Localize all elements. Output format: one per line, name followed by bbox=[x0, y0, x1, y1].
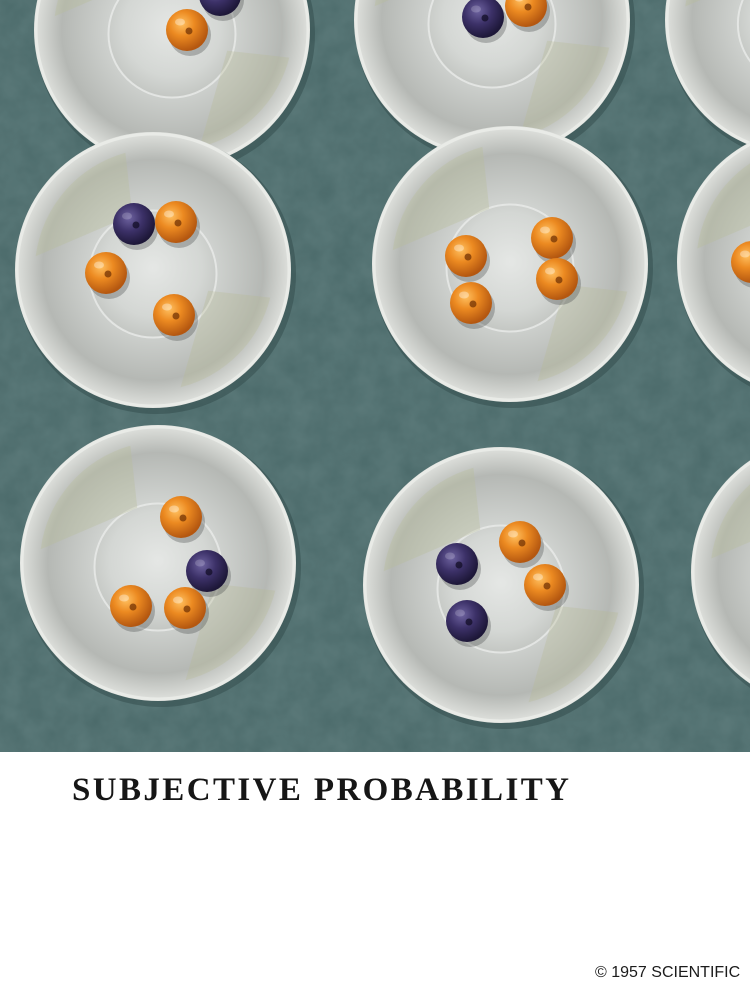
purple-ball bbox=[113, 203, 158, 250]
purple-ball bbox=[436, 543, 481, 590]
bowls-illustration bbox=[0, 0, 750, 752]
orange-ball bbox=[531, 217, 576, 264]
orange-ball bbox=[164, 587, 209, 634]
orange-ball bbox=[445, 235, 490, 282]
orange-ball bbox=[160, 496, 205, 543]
bowl bbox=[691, 460, 750, 688]
purple-ball bbox=[462, 0, 507, 43]
bowl bbox=[354, 0, 635, 164]
orange-ball bbox=[536, 258, 581, 305]
orange-ball bbox=[524, 564, 569, 611]
orange-ball bbox=[110, 585, 155, 632]
bowl bbox=[34, 0, 315, 174]
page-title: SUBJECTIVE PROBABILITY bbox=[72, 772, 572, 808]
orange-ball bbox=[155, 201, 200, 248]
purple-ball bbox=[446, 600, 491, 647]
orange-ball bbox=[450, 282, 495, 329]
orange-ball bbox=[731, 241, 750, 288]
orange-ball bbox=[499, 521, 544, 568]
bowl bbox=[363, 447, 644, 729]
bowl bbox=[665, 0, 750, 151]
orange-ball bbox=[153, 294, 198, 341]
orange-ball bbox=[505, 0, 550, 32]
orange-ball bbox=[85, 252, 130, 299]
orange-ball bbox=[166, 9, 211, 56]
bowl bbox=[15, 132, 296, 414]
bowl bbox=[372, 126, 653, 408]
bowl bbox=[20, 425, 301, 707]
purple-ball bbox=[199, 0, 244, 21]
bowls-group bbox=[15, 0, 750, 729]
bowl bbox=[677, 142, 750, 387]
purple-ball bbox=[186, 550, 231, 597]
copyright-notice: © 1957 SCIENTIFIC bbox=[595, 964, 741, 981]
